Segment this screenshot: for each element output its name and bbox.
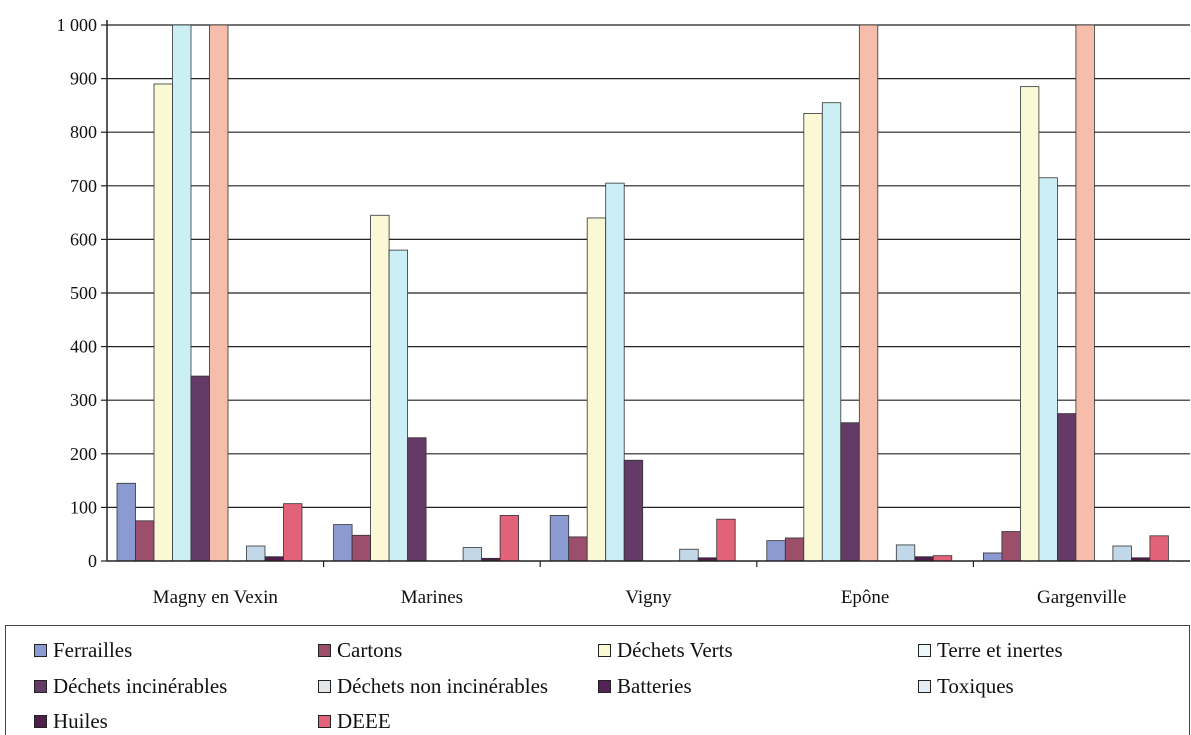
legend-item: DEEE [318, 709, 391, 734]
bar-terre-et-inertes [605, 182, 625, 562]
bar-terre-et-inertes [821, 102, 842, 562]
legend-label: DEEE [337, 709, 391, 733]
x-category-label: Vigny [625, 587, 672, 608]
bar-deee [283, 503, 303, 562]
legend-swatch [318, 644, 331, 657]
legend-label: Déchets Verts [617, 638, 733, 662]
y-tick-label: 600 [70, 229, 97, 249]
bar-d-chets-incin-rables [190, 375, 210, 562]
y-tick-label: 0 [88, 551, 97, 571]
bar-d-chets-verts [153, 83, 173, 562]
gridlines [107, 24, 1190, 508]
bar-terre-et-inertes [388, 249, 409, 562]
bar-toxiques [462, 547, 483, 562]
y-tick-label: 800 [70, 122, 97, 142]
bar-d-chets-verts [1020, 86, 1040, 562]
legend-item: Ferrailles [34, 638, 132, 663]
legend-item: Toxiques [918, 674, 1014, 699]
bar-terre-et-inertes [1038, 177, 1058, 562]
tick-labels: 0 100 200 300 400 500 600 700 800 900 1 000 Magny e… [57, 15, 1127, 608]
bar-ferrailles [549, 515, 570, 562]
legend-item: Batteries [598, 674, 692, 699]
bar-deee [499, 515, 520, 562]
bar-toxiques [246, 545, 266, 562]
legend-label: Déchets incinérables [53, 674, 228, 698]
y-tick-label: 500 [70, 283, 97, 303]
y-tick-label: 1 000 [57, 15, 98, 35]
bar-ferrailles [333, 524, 353, 562]
bar-d-chets-verts [586, 217, 607, 562]
bar-ferrailles [983, 552, 1003, 562]
legend-item: Terre et inertes [918, 638, 1063, 663]
legend-item: Huiles [34, 709, 108, 734]
legend-swatch [318, 715, 331, 728]
bar-cartons [135, 520, 155, 562]
legend: Ferrailles Cartons Déchets Verts Terre et i… [5, 625, 1190, 735]
legend-swatch [918, 644, 931, 657]
bar-deee [716, 518, 736, 562]
bar-d-chets-incin-rables [623, 459, 644, 562]
legend-label: Toxiques [937, 674, 1014, 698]
legend-swatch [34, 680, 47, 693]
bar-d-chets-incin-rables [840, 422, 860, 562]
bar-cartons [351, 534, 372, 562]
legend-item: Cartons [318, 638, 402, 663]
bar-toxiques [1112, 545, 1132, 562]
y-tick-label: 300 [70, 390, 97, 410]
y-tick-label: 900 [70, 69, 97, 89]
bar-cartons [1001, 531, 1021, 562]
x-category-label: Magny en Vexin [153, 587, 279, 608]
y-tick-label: 400 [70, 337, 97, 357]
axes [101, 20, 1190, 567]
legend-swatch [918, 680, 931, 693]
bar-deee [932, 555, 953, 562]
y-tick-label: 200 [70, 444, 97, 464]
x-category-label: Marines [401, 587, 463, 608]
legend-label: Ferrailles [53, 638, 133, 662]
legend-swatch [34, 715, 47, 728]
bar-terre-et-inertes [172, 24, 192, 562]
legend-label: Batteries [617, 674, 692, 698]
x-category-label: Gargenville [1037, 587, 1126, 608]
bar-d-chets-incin-rables [1057, 413, 1077, 562]
bar-cartons [568, 536, 588, 562]
bar-cartons [784, 537, 805, 562]
bar-ferrailles [116, 482, 136, 562]
legend-swatch [318, 680, 331, 693]
legend-label: Cartons [337, 638, 403, 662]
bar-d-chets-verts [803, 113, 823, 562]
legend-swatch [34, 644, 47, 657]
bar-d-chets-incin-rables [407, 437, 427, 562]
y-tick-label: 100 [70, 497, 97, 517]
bar-d-chets-non-incin-rables [1075, 24, 1095, 562]
legend-label: Huiles [53, 709, 108, 733]
legend-label: Déchets non incinérables [337, 674, 549, 698]
bar-toxiques [679, 548, 699, 562]
legend-swatch [598, 680, 611, 693]
legend-item: Déchets non incinérables [318, 674, 548, 699]
bar-deee [1149, 535, 1169, 562]
bar-d-chets-non-incin-rables [209, 24, 229, 562]
bars [116, 24, 1169, 562]
legend-item: Déchets Verts [598, 638, 733, 663]
legend-swatch [598, 644, 611, 657]
bar-d-chets-verts [370, 214, 390, 562]
legend-item: Déchets incinérables [34, 674, 227, 699]
y-tick-label: 700 [70, 176, 97, 196]
bar-d-chets-non-incin-rables [858, 24, 879, 562]
bar-chart: 0 100 200 300 400 500 600 700 800 900 1 000 Magny e… [57, 15, 1190, 608]
bar-toxiques [895, 544, 916, 562]
x-category-label: Epône [841, 587, 890, 608]
bar-ferrailles [766, 540, 786, 562]
legend-label: Terre et inertes [937, 638, 1063, 662]
